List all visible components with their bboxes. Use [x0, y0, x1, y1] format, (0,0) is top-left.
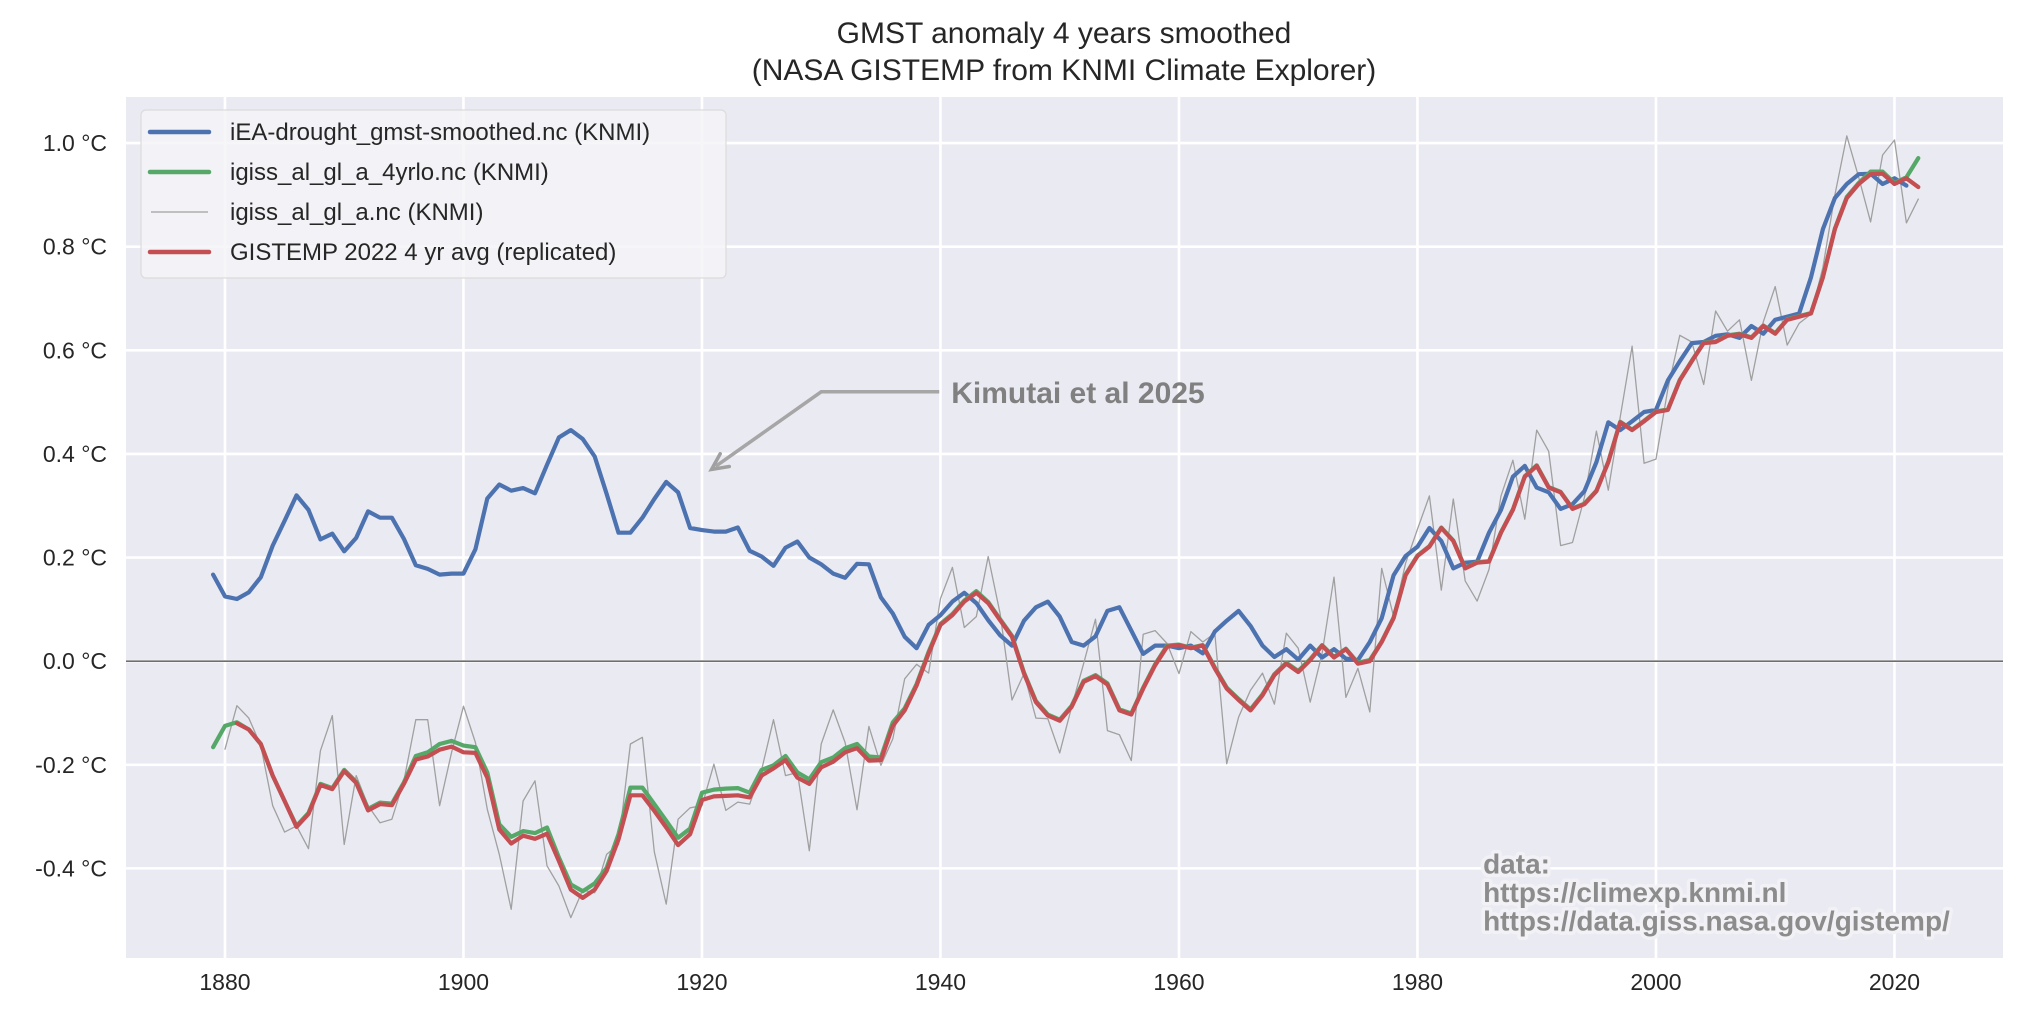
x-tick-label-1960: 1960 — [1153, 969, 1204, 995]
source-line-label: data: — [1483, 849, 1550, 880]
legend-label: igiss_al_gl_a.nc (KNMI) — [230, 199, 483, 226]
y-tick-label: 0.0 °C — [43, 648, 107, 674]
annotation-arrow-line — [714, 390, 940, 468]
annotation-kimutai: Kimutai et al 2025 — [708, 377, 1205, 472]
x-tick-label-2020: 2020 — [1869, 969, 1920, 995]
series-gistemp-replicated-line — [234, 171, 1921, 901]
legend-label: igiss_al_gl_a_4yrlo.nc (KNMI) — [230, 159, 549, 186]
x-tick-label-1940: 1940 — [915, 969, 966, 995]
annotation-arrowhead-icon — [708, 451, 732, 472]
source-line-giss-url: https://data.giss.nasa.gov/gistemp/ — [1483, 906, 1950, 937]
y-tick-label: 0.6 °C — [43, 337, 107, 363]
series-layer — [211, 135, 1921, 919]
y-tick-label: -0.4 °C — [35, 855, 107, 881]
x-axis-tick-labels: 1880 1900 1920 1940 1960 1980 2000 2020 — [199, 969, 1920, 995]
annotation-label: Kimutai et al 2025 — [951, 377, 1204, 410]
x-tick-label-1880: 1880 — [199, 969, 250, 995]
chart-title: GMST anomaly 4 years smoothed — [837, 17, 1292, 50]
legend: iEA-drought_gmst-smoothed.nc (KNMI) igis… — [140, 109, 727, 279]
legend-item-igiss-raw[interactable]: igiss_al_gl_a.nc (KNMI) — [151, 199, 483, 226]
x-tick-label-2000: 2000 — [1630, 969, 1681, 995]
x-tick-label-1900: 1900 — [438, 969, 489, 995]
legend-label: GISTEMP 2022 4 yr avg (replicated) — [230, 239, 616, 266]
y-tick-label: 0.2 °C — [43, 545, 107, 571]
x-tick-label-1920: 1920 — [676, 969, 727, 995]
legend-item-igiss-4yrlo[interactable]: igiss_al_gl_a_4yrlo.nc (KNMI) — [147, 159, 549, 186]
legend-box — [140, 109, 727, 279]
x-tick-label-1980: 1980 — [1392, 969, 1443, 995]
y-tick-label: 1.0 °C — [43, 130, 107, 156]
y-axis-tick-labels: -0.4 °C -0.2 °C 0.0 °C 0.2 °C 0.4 °C 0.6 °C 0.… — [35, 130, 107, 881]
legend-item-iea-drought[interactable]: iEA-drought_gmst-smoothed.nc (KNMI) — [147, 119, 650, 146]
y-tick-label: 0.4 °C — [43, 441, 107, 467]
legend-item-gistemp-replicated[interactable]: GISTEMP 2022 4 yr avg (replicated) — [147, 239, 616, 266]
source-line-knmi-url: https://climexp.knmi.nl — [1483, 877, 1786, 908]
data-source-note: data: https://climexp.knmi.nl https://da… — [1480, 845, 1954, 940]
y-tick-label: -0.2 °C — [35, 752, 107, 778]
x-gridlines — [223, 97, 1896, 958]
chart-subtitle: (NASA GISTEMP from KNMI Climate Explorer… — [752, 54, 1377, 87]
legend-label: iEA-drought_gmst-smoothed.nc (KNMI) — [230, 119, 650, 146]
y-tick-label: 0.8 °C — [43, 234, 107, 260]
